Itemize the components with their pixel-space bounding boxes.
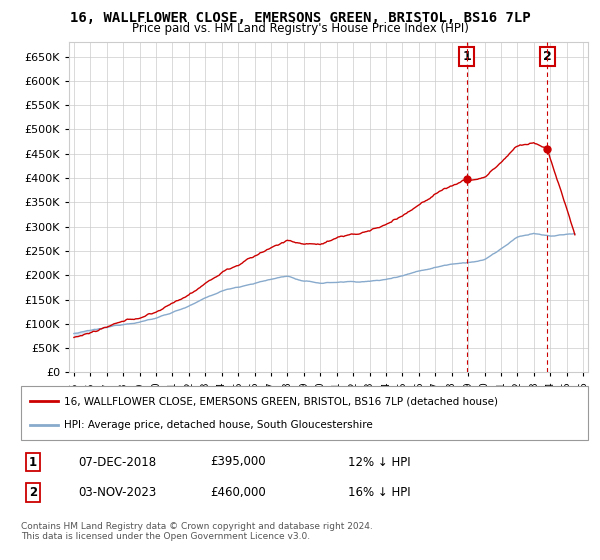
Text: Price paid vs. HM Land Registry's House Price Index (HPI): Price paid vs. HM Land Registry's House …: [131, 22, 469, 35]
Text: HPI: Average price, detached house, South Gloucestershire: HPI: Average price, detached house, Sout…: [64, 419, 372, 430]
FancyBboxPatch shape: [21, 386, 588, 440]
Text: 2: 2: [29, 486, 37, 500]
Text: Contains HM Land Registry data © Crown copyright and database right 2024.
This d: Contains HM Land Registry data © Crown c…: [21, 522, 373, 542]
Text: 07-DEC-2018: 07-DEC-2018: [78, 455, 156, 469]
Text: 03-NOV-2023: 03-NOV-2023: [78, 486, 156, 500]
Text: 16, WALLFLOWER CLOSE, EMERSONS GREEN, BRISTOL, BS16 7LP: 16, WALLFLOWER CLOSE, EMERSONS GREEN, BR…: [70, 11, 530, 25]
Text: 16% ↓ HPI: 16% ↓ HPI: [348, 486, 410, 500]
Text: 12% ↓ HPI: 12% ↓ HPI: [348, 455, 410, 469]
Text: 1: 1: [29, 455, 37, 469]
Text: 2: 2: [543, 50, 552, 63]
Text: £395,000: £395,000: [210, 455, 266, 469]
Text: 1: 1: [463, 50, 471, 63]
Text: £460,000: £460,000: [210, 486, 266, 500]
Text: 16, WALLFLOWER CLOSE, EMERSONS GREEN, BRISTOL, BS16 7LP (detached house): 16, WALLFLOWER CLOSE, EMERSONS GREEN, BR…: [64, 396, 497, 407]
